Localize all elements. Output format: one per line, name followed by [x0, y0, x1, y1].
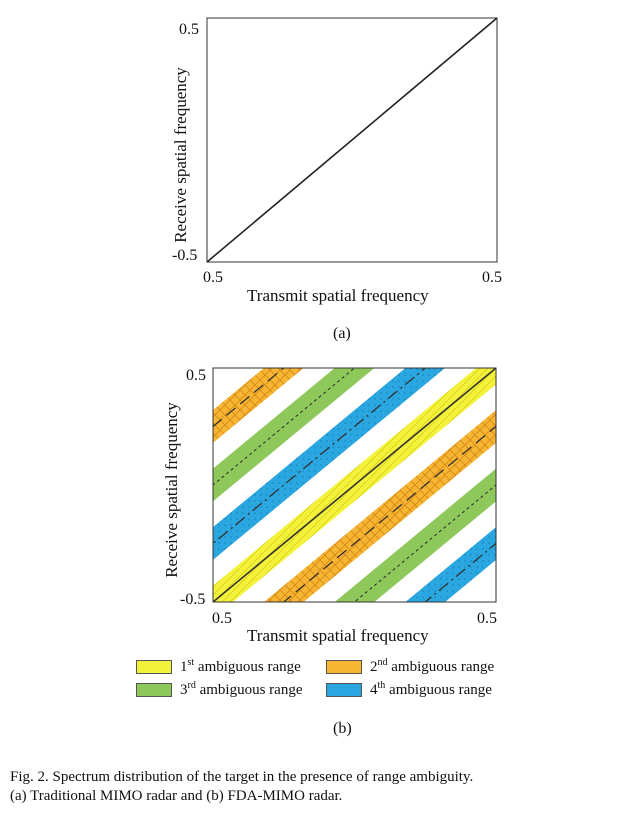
legend-label: 2nd ambiguous range: [370, 657, 495, 675]
legend-swatch-yellow: [136, 659, 172, 674]
legend-item-4: 4th ambiguous range: [326, 680, 492, 699]
legend-swatch-green: [136, 682, 172, 697]
plot-a-y-min-tick: -0.5: [172, 247, 198, 264]
plot-a-x-axis-label: Transmit spatial frequency: [247, 286, 429, 305]
plot-b-frame: [212, 367, 497, 603]
plot-b-y-min-tick: -0.5: [180, 591, 206, 608]
legend-item-2: 2nd ambiguous range: [326, 657, 494, 676]
plot-b-x-min-tick: 0.5: [212, 610, 232, 627]
plot-a-y-axis-label: Receive spatial frequency: [171, 67, 190, 243]
legend-swatch-orange: [326, 659, 362, 674]
ambiguous-center-line-1-1: [213, 368, 496, 602]
legend-item-3: 3rd ambiguous range: [136, 680, 302, 699]
plot-b-y-max-tick: 0.5: [186, 367, 206, 384]
plot-b-x-max-tick: 0.5: [477, 610, 497, 627]
plot-b-sub-label: (b): [333, 720, 352, 737]
legend-label: 4th ambiguous range: [370, 680, 492, 698]
plot-a-sub-label: (a): [333, 325, 351, 342]
legend-label: 3rd ambiguous range: [180, 680, 303, 698]
ambiguous-band-3-2: [213, 368, 375, 502]
plot-b-x-axis-label: Transmit spatial frequency: [247, 626, 429, 645]
ambiguous-center-line-3-1: [353, 484, 496, 602]
plot-b-y-axis-label: Receive spatial frequency: [162, 402, 181, 578]
ambiguous-center-line-4-2: [213, 368, 427, 545]
plot-a: [206, 17, 498, 263]
legend-item-1: 1st ambiguous range: [136, 657, 301, 676]
legend-swatch-blue: [326, 682, 362, 697]
plot-a-x-max-tick: 0.5: [482, 269, 502, 286]
figure-caption-line-2: (a) Traditional MIMO radar and (b) FDA-M…: [10, 788, 343, 804]
plot-b: [212, 367, 497, 603]
plot-a-y-max-tick: 0.5: [179, 21, 199, 38]
ambiguous-center-line-3-2: [213, 368, 356, 486]
plot-a-x-min-tick: 0.5: [203, 269, 223, 286]
figure-caption-line-1: Fig. 2. Spectrum distribution of the tar…: [10, 769, 474, 785]
ambiguous-center-line-2-1: [282, 425, 496, 602]
plot-a-diagonal-line: [206, 17, 498, 263]
ambiguous-center-line-2-2: [213, 368, 285, 428]
legend-label: 1st ambiguous range: [180, 657, 301, 675]
